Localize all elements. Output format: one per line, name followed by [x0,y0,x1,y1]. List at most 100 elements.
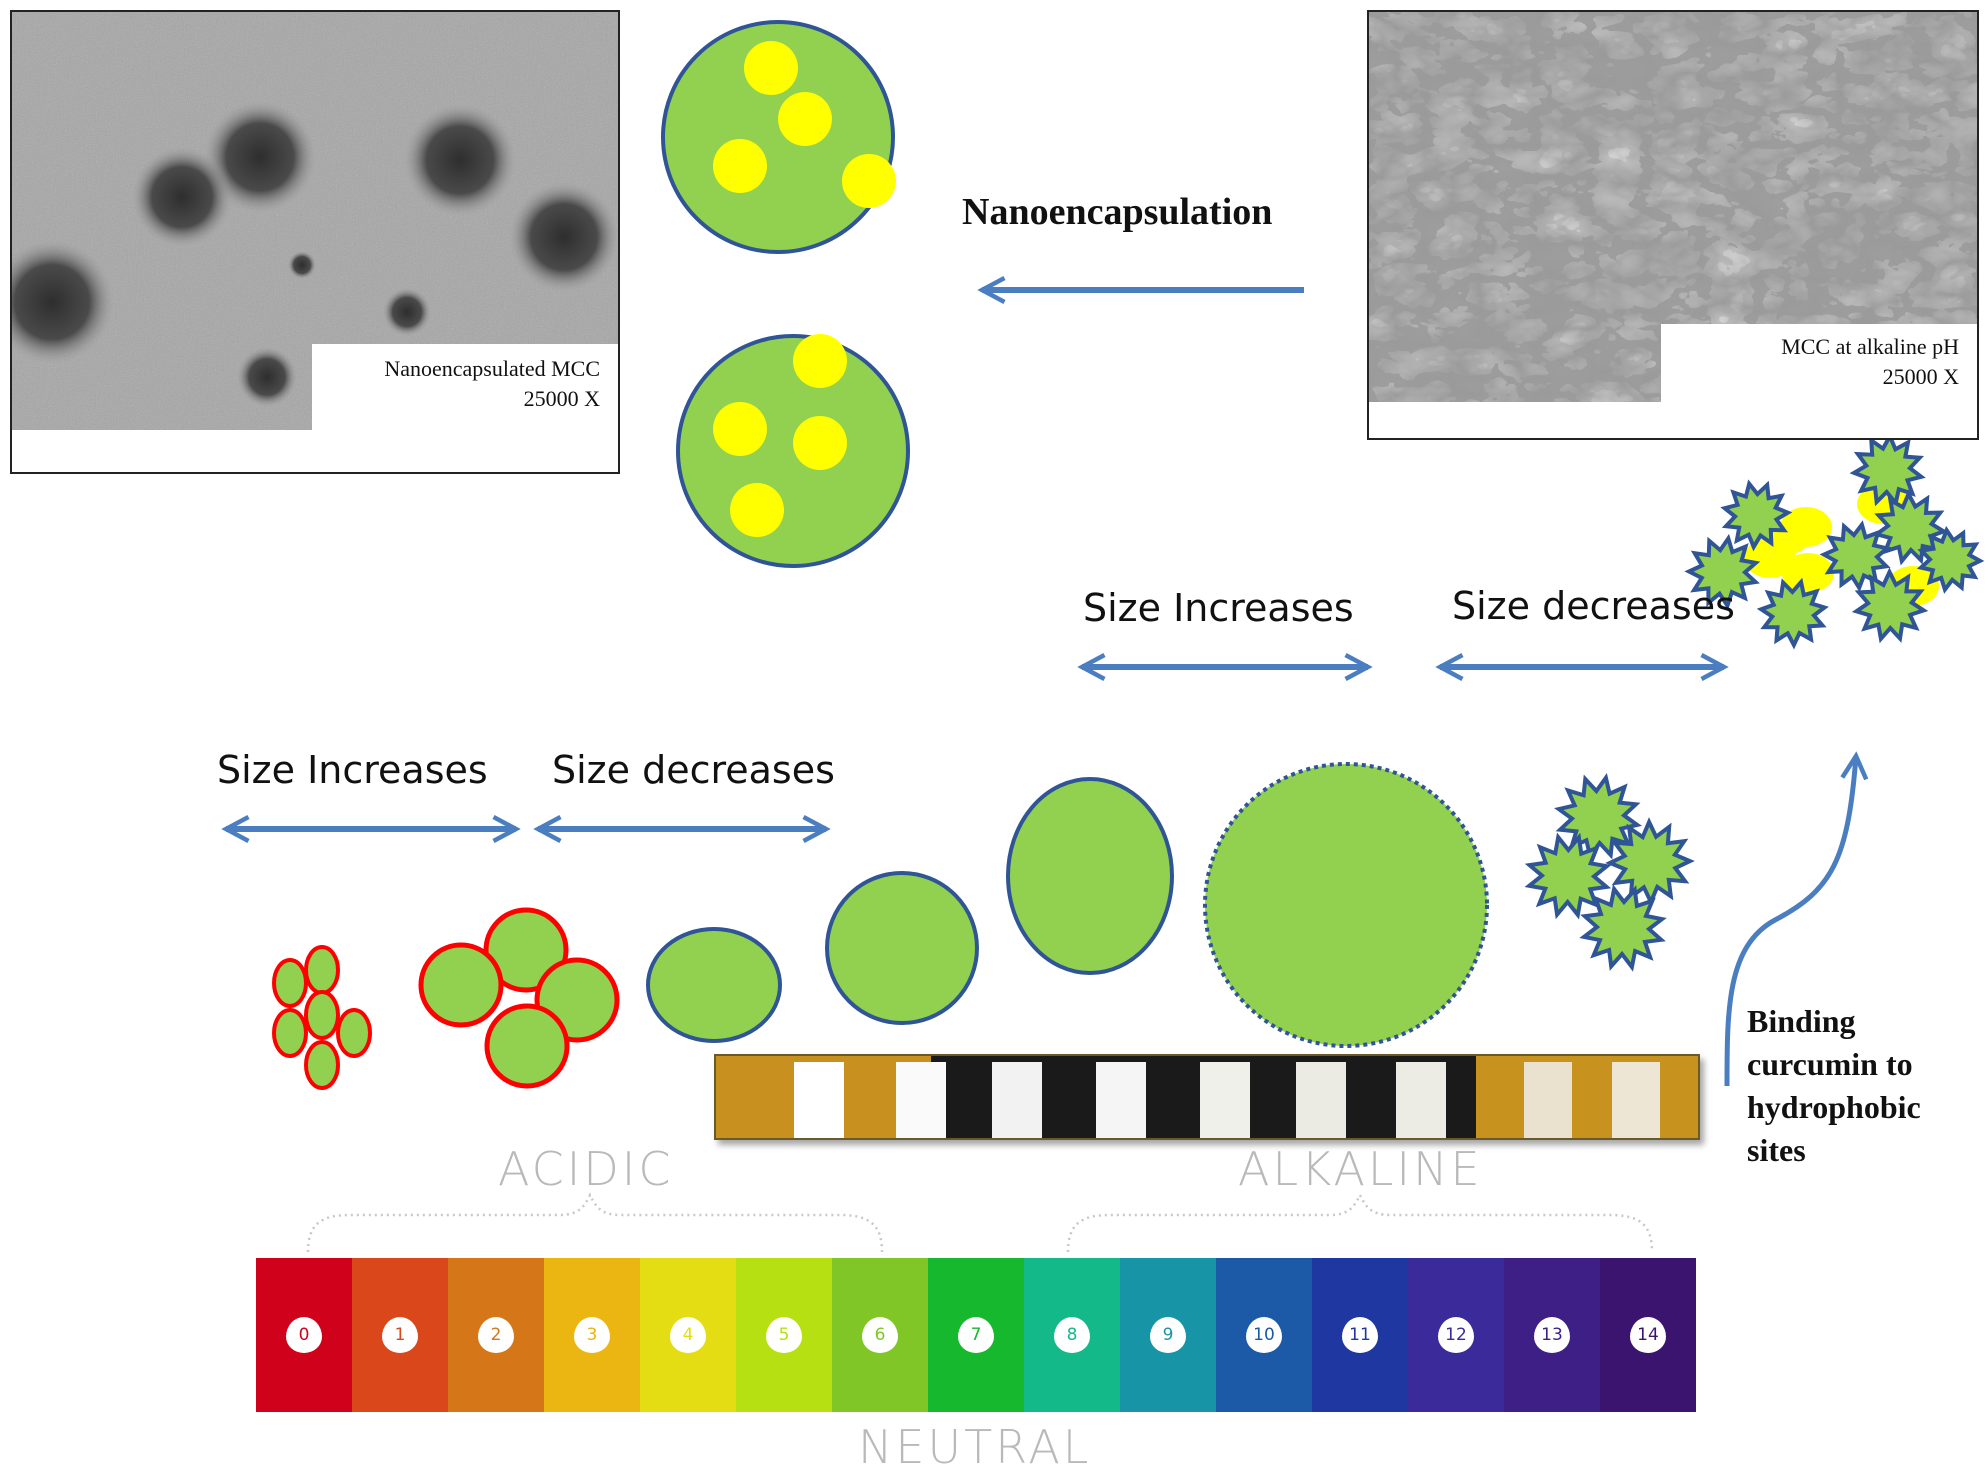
particle-medium-small [646,927,782,1043]
ph-drop-icon: 3 [574,1317,610,1353]
test-tube-7 [1396,1062,1446,1138]
ph-cell-3: 3 [544,1258,640,1412]
ph-value-label: 5 [778,1325,790,1345]
binding-note: Binding curcumin to hydrophobic sites [1747,1000,1921,1172]
ph-drop-icon: 6 [862,1317,898,1353]
acidic-bracket [306,1192,884,1253]
ph-drop-icon: 13 [1534,1317,1570,1353]
ph-cell-1: 1 [352,1258,448,1412]
strip-yellow-band-right [1476,1056,1698,1138]
ph-value-label: 1 [394,1325,406,1345]
ph-value-label: 13 [1541,1325,1563,1345]
ph-drop-icon: 2 [478,1317,514,1353]
ph-cell-7: 7 [928,1258,1024,1412]
ph-cell-11: 11 [1312,1258,1408,1412]
ph-value-label: 14 [1637,1325,1659,1345]
encapsulated-particle-bottom [676,334,910,568]
binding-note-line1: Binding [1747,1003,1856,1039]
test-tube-5 [1200,1062,1250,1138]
star-fragment [1684,533,1761,611]
ph-drop-icon: 14 [1630,1317,1666,1353]
ph-drop-icon: 10 [1246,1317,1282,1353]
star-fragment [1851,567,1929,644]
tem-right-caption-line2: 25000 X [1882,364,1959,389]
tem-image-nanoencapsulated: Nanoencapsulated MCC 25000 X [10,10,620,474]
tem-right-caption-line1: MCC at alkaline pH [1781,334,1959,359]
ph-cell-2: 2 [448,1258,544,1412]
size-decreases-alkaline-label: Size decreases [1452,584,1735,628]
ph-value-label: 12 [1445,1325,1467,1345]
star-fragment [1579,884,1667,972]
star-fragment [1524,832,1612,920]
ph-cell-14: 14 [1600,1258,1696,1412]
alkaline-bracket [1066,1192,1654,1253]
star-fragment [1756,577,1829,650]
ph-cell-4: 4 [640,1258,736,1412]
tem-caption-right: MCC at alkaline pH 25000 X [1661,324,1977,404]
star-fragments-top [1684,431,1985,650]
particle-large [1006,777,1174,975]
test-tube-9 [1612,1062,1660,1138]
tem-footer-left [12,430,618,472]
ph-value-label: 10 [1253,1325,1275,1345]
ph-cell-6: 6 [832,1258,928,1412]
tem-image-alkaline: MCC at alkaline pH 25000 X [1367,10,1979,440]
ph-cell-5: 5 [736,1258,832,1412]
tem-left-caption-line2: 25000 X [523,386,600,411]
test-tube-photo-strip [714,1054,1700,1140]
ph-cell-0: 0 [256,1258,352,1412]
tem-left-caption-line1: Nanoencapsulated MCC [384,356,600,381]
ph-drop-icon: 5 [766,1317,802,1353]
ph-value-label: 4 [682,1325,694,1345]
ph-drop-icon: 8 [1054,1317,1090,1353]
test-tube-2 [896,1062,946,1138]
test-tube-6 [1296,1062,1346,1138]
star-fragment [1916,525,1985,594]
ph-drop-icon: 0 [286,1317,322,1353]
acidic-large-cluster [418,907,620,1089]
acidic-small-cluster [272,945,372,1090]
ph-drop-icon: 9 [1150,1317,1186,1353]
ph-value-label: 11 [1349,1325,1371,1345]
ph-cell-12: 12 [1408,1258,1504,1412]
ph-drop-icon: 1 [382,1317,418,1353]
acidic-label: ACIDIC [498,1142,674,1196]
ph-value-label: 7 [970,1325,982,1345]
neutral-label: NEUTRAL [858,1420,1092,1474]
tem-footer-right [1369,402,1977,438]
test-tube-1 [794,1062,844,1138]
ph-value-label: 2 [490,1325,502,1345]
test-tube-3 [992,1062,1042,1138]
ph-drop-icon: 12 [1438,1317,1474,1353]
star-fragment [1720,479,1793,552]
ph-value-label: 9 [1162,1325,1174,1345]
size-increases-acidic-label: Size Increases [217,748,488,792]
star-fragment [1872,489,1949,566]
binding-note-line4: sites [1747,1132,1806,1168]
ph-cell-10: 10 [1216,1258,1312,1412]
star-fragment [1849,431,1926,508]
star-fragment [1819,520,1892,593]
ph-drop-icon: 7 [958,1317,994,1353]
ph-drop-icon: 4 [670,1317,706,1353]
ph-value-label: 6 [874,1325,886,1345]
binding-note-line3: hydrophobic [1747,1089,1921,1125]
nanoencapsulation-label: Nanoencapsulation [962,191,1273,233]
test-tube-8 [1524,1062,1572,1138]
curved-arrow-up [1724,756,1856,1087]
size-decreases-acidic-label: Size decreases [552,748,835,792]
encapsulated-particle-top [661,20,896,254]
ph-scale-bar: 0 1 2 3 4 5 6 7 8 9 10 11 12 13 14 [256,1258,1696,1412]
tem-caption-left: Nanoencapsulated MCC 25000 X [312,344,618,430]
star-fragments-middle [1524,773,1695,972]
ph-cell-13: 13 [1504,1258,1600,1412]
particle-medium [825,871,979,1025]
binding-note-line2: curcumin to [1747,1046,1913,1082]
ph-cell-8: 8 [1024,1258,1120,1412]
test-tube-4 [1096,1062,1146,1138]
size-increases-alkaline-label: Size Increases [1083,586,1354,630]
ph-drop-icon: 11 [1342,1317,1378,1353]
ph-cell-9: 9 [1120,1258,1216,1412]
ph-value-label: 3 [586,1325,598,1345]
